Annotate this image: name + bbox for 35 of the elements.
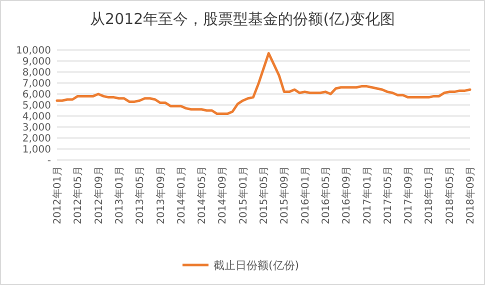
x-tick-label: 2015年05月 <box>258 166 270 224</box>
x-tick-label: 2016年01月 <box>299 166 312 224</box>
x-tick-label: 2013年01月 <box>113 166 126 224</box>
y-tick-label: 2,000 <box>22 134 51 144</box>
x-tick-label: 2018年01月 <box>423 166 436 224</box>
y-tick-label: 8,000 <box>22 68 51 78</box>
y-tick-label: 10,000 <box>16 46 51 56</box>
x-tick-label: 2017年01月 <box>361 166 374 224</box>
x-tick-label: 2013年05月 <box>134 166 146 224</box>
y-tick-label: 3,000 <box>22 122 51 134</box>
line-series <box>56 52 472 116</box>
x-tick-label: 2018年09月 <box>464 166 476 224</box>
chart-title: 从2012年至今，股票型基金的份额(亿)变化图 <box>90 10 395 28</box>
x-tick-label: 2014年09月 <box>216 166 229 224</box>
y-tick-label: 9,000 <box>22 56 51 68</box>
legend-label: 截止日份额(亿份) <box>214 258 300 272</box>
y-tick-label: 4,000 <box>22 112 51 122</box>
x-tick-label: 2015年01月 <box>237 166 250 224</box>
x-tick-label: 2012年05月 <box>72 166 84 224</box>
x-tick-label: 2017年09月 <box>402 166 415 224</box>
x-tick-label: 2013年09月 <box>154 166 167 224</box>
y-tick-label: 1,000 <box>22 144 51 156</box>
x-tick-label: 2016年05月 <box>320 166 332 224</box>
x-tick-label: 2018年05月 <box>444 166 456 224</box>
x-tick-label: 2012年01月 <box>52 166 64 224</box>
y-tick-label: 5,000 <box>22 100 51 112</box>
y-tick-label: 7,000 <box>22 78 51 90</box>
x-tick-label: 2012年09月 <box>92 166 105 224</box>
x-tick-label: 2014年05月 <box>196 166 208 224</box>
y-tick-label: - <box>47 156 52 166</box>
y-tick-label: 6,000 <box>22 90 51 100</box>
x-tick-label: 2017年05月 <box>382 166 394 224</box>
x-tick-label: 2014年01月 <box>175 166 188 224</box>
x-tick-label: 2016年09月 <box>340 166 353 224</box>
x-tick-label: 2015年09月 <box>278 166 291 224</box>
